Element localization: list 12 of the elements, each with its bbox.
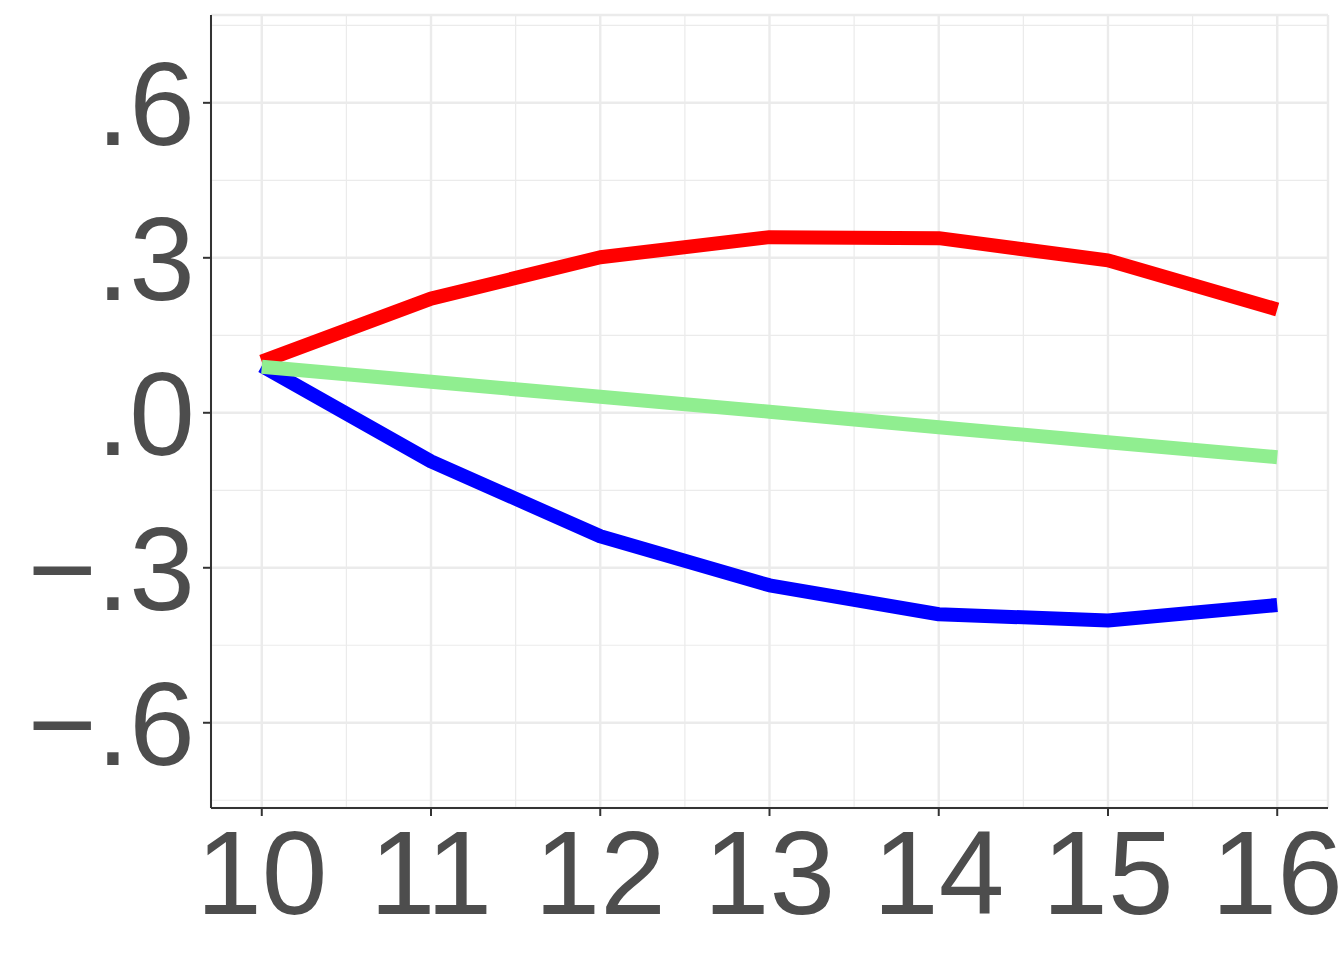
x-tick-label: 15 bbox=[1042, 806, 1174, 939]
x-tick-label: 10 bbox=[196, 806, 328, 939]
x-tick-label: 12 bbox=[534, 806, 666, 939]
y-tick-label: .0 bbox=[96, 347, 195, 480]
x-tick-label: 13 bbox=[703, 806, 836, 939]
y-tick-label: −.3 bbox=[27, 502, 195, 635]
y-tick-label: .3 bbox=[96, 192, 195, 325]
y-tick-label: −.6 bbox=[27, 657, 195, 790]
x-tick-label: 16 bbox=[1211, 806, 1343, 939]
x-tick-label: 11 bbox=[369, 806, 493, 939]
x-tick-label: 14 bbox=[873, 806, 1005, 939]
y-tick-label: .6 bbox=[96, 37, 195, 170]
